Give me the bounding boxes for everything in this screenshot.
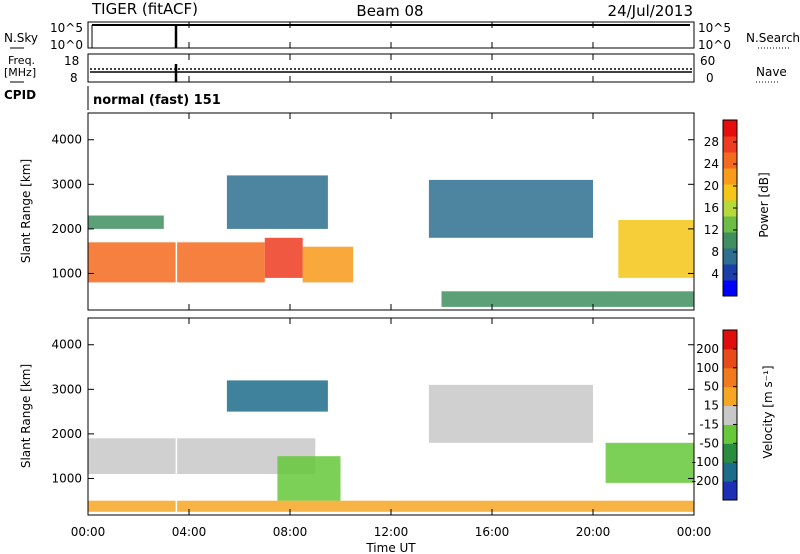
power-colorbar-tick-label: 24 [704, 157, 719, 171]
power-colorbar-swatch [723, 184, 737, 201]
power-colorbar-title: Power [dB] [757, 172, 771, 237]
velocity-region-4 [605, 442, 694, 483]
nsky-tick-top: 10^5 [50, 21, 83, 35]
x-tick-label: 12:00 [374, 525, 409, 539]
velocity-colorbar-tick-label: -50 [699, 436, 719, 450]
nave-label: Nave [756, 65, 787, 79]
velocity-region-2 [226, 380, 328, 412]
power-colorbar-swatch [723, 264, 737, 281]
x-tick-label: 20:00 [576, 525, 611, 539]
velocity-colorbar-tick-label: 100 [696, 361, 719, 375]
velocity-colorbar-swatch [723, 348, 737, 369]
cpid-label: CPID [4, 88, 36, 102]
nsearch-tick-top: 10^5 [698, 21, 731, 35]
power-colorbar-tick-label: 16 [704, 201, 719, 215]
cpid-text: normal (fast) 151 [93, 93, 221, 108]
nsky-tick-bottom: 10^0 [50, 38, 83, 52]
x-tick-label: 00:00 [71, 525, 106, 539]
velocity-colorbar-tick-label: -15 [699, 417, 719, 431]
power-y-tick-label: 3000 [51, 177, 82, 191]
power-y-tick-label: 4000 [51, 133, 82, 147]
velocity-colorbar-tick-label: 200 [696, 342, 719, 356]
freq-tick-top: 18 [64, 54, 79, 68]
velocity-colorbar-swatch [723, 386, 737, 407]
radar-title: TIGER (fitACF) [91, 0, 198, 18]
velocity-colorbar-tick-label: -200 [692, 474, 719, 488]
power-colorbar-tick-label: 12 [704, 223, 719, 237]
velocity-panel-frame [87, 317, 695, 516]
power-region-6 [618, 220, 695, 278]
beam-title: Beam 08 [356, 2, 423, 20]
velocity-colorbar-swatch [723, 462, 737, 482]
nave-tick-top: 60 [700, 54, 715, 68]
velocity-colorbar-swatch [723, 330, 737, 350]
nsearch-label: N.Search [746, 31, 800, 45]
velocity-region-1 [277, 456, 341, 501]
power-region-4 [226, 175, 328, 229]
freq-tick-bottom: 8 [70, 71, 78, 85]
power-region-2 [302, 246, 354, 283]
freq-label-unit: [MHz] [4, 66, 36, 79]
power-colorbar-swatch [723, 232, 737, 249]
velocity-colorbar-swatch [723, 405, 737, 425]
x-tick-label: 08:00 [273, 525, 308, 539]
velocity-colorbar-swatch [723, 443, 737, 463]
power-y-tick-label: 2000 [51, 222, 82, 236]
power-region-1 [264, 237, 303, 278]
velocity-y-tick-label: 2000 [51, 427, 82, 441]
velocity-y-tick-label: 4000 [51, 338, 82, 352]
velocity-colorbar-title: Velocity [m s⁻¹] [761, 365, 775, 458]
nave-tick-bottom: 0 [706, 71, 714, 85]
velocity-colorbar-tick-label: 50 [704, 380, 719, 394]
power-colorbar-tick-label: 28 [704, 135, 719, 149]
x-tick-label: 16:00 [475, 525, 510, 539]
velocity-colorbar: 200 100 50 15 -15 -50 -100 -200 [692, 329, 738, 501]
power-region-5 [428, 179, 593, 238]
velocity-panel-data [88, 318, 694, 515]
velocity-colorbar-swatch [723, 481, 737, 501]
power-colorbar-swatch [723, 200, 737, 217]
power-colorbar-swatch [723, 168, 737, 185]
freq-label: Freq. [8, 54, 35, 67]
power-y-ticks: 1000 2000 3000 4000 [51, 133, 694, 280]
power-colorbar-swatch [723, 136, 737, 153]
power-colorbar: 28 24 20 16 12 8 4 [704, 119, 738, 297]
velocity-colorbar-tick-label: -100 [692, 455, 719, 469]
nsky-label: N.Sky [4, 31, 38, 45]
power-colorbar-swatch [723, 216, 737, 233]
power-panel-data [88, 113, 695, 310]
velocity-region-3 [428, 384, 593, 443]
power-colorbar-swatch [723, 152, 737, 169]
power-y-tick-label: 1000 [51, 266, 82, 280]
velocity-y-label: Slant Range [km] [19, 364, 33, 468]
power-colorbar-swatch [723, 120, 737, 137]
power-y-label: Slant Range [km] [19, 159, 33, 263]
power-region-3 [88, 215, 164, 229]
power-colorbar-tick-label: 20 [704, 179, 719, 193]
power-colorbar-tick-label: 8 [711, 245, 719, 259]
velocity-colorbar-swatch [723, 367, 737, 388]
x-axis-ticks: 00:00 04:00 08:00 12:00 16:00 20:00 00:00 [71, 22, 712, 539]
date-title: 24/Jul/2013 [608, 2, 693, 20]
velocity-y-tick-label: 3000 [51, 382, 82, 396]
nsearch-tick-bottom: 10^0 [698, 38, 731, 52]
velocity-y-tick-label: 1000 [51, 471, 82, 485]
power-colorbar-swatch [723, 248, 737, 265]
velocity-colorbar-swatch [723, 424, 737, 444]
x-axis-label: Time UT [365, 541, 416, 554]
power-region-7 [441, 291, 694, 307]
velocity-colorbar-tick-label: 15 [704, 399, 719, 413]
power-colorbar-swatch [723, 280, 737, 297]
x-tick-label: 04:00 [172, 525, 207, 539]
power-colorbar-tick-label: 4 [711, 267, 719, 281]
x-tick-label: 00:00 [677, 525, 712, 539]
velocity-colorbar-frame [722, 329, 738, 501]
velocity-y-ticks: 1000 2000 3000 4000 [51, 338, 694, 485]
velocity-region-5 [88, 500, 694, 512]
